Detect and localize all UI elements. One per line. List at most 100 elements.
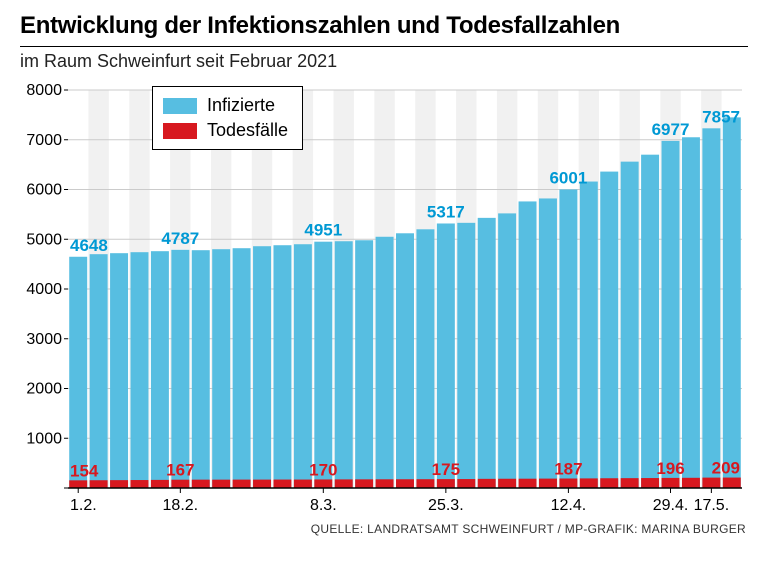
bar-todesfaelle: [723, 478, 741, 488]
bar-todesfaelle: [437, 479, 455, 488]
y-tick-label: 6000: [26, 182, 62, 199]
bar-infizierte: [457, 223, 475, 488]
bar-todesfaelle: [498, 479, 516, 488]
bar-todesfaelle: [702, 478, 720, 488]
bar-infizierte: [69, 257, 87, 488]
value-label-todesfaelle: 196: [656, 459, 684, 478]
bar-todesfaelle: [376, 479, 394, 488]
bar-infizierte: [478, 218, 496, 488]
bar-todesfaelle: [478, 479, 496, 488]
value-label-infizierte: 5317: [427, 202, 465, 221]
x-tick-label: 18.2.: [163, 497, 199, 514]
x-tick-label: 8.3.: [310, 497, 337, 514]
bar-infizierte: [519, 201, 537, 488]
x-tick-label: 25.3.: [428, 497, 464, 514]
credit-line: QUELLE: LANDRATSAMT SCHWEINFURT / MP-GRA…: [20, 522, 748, 536]
bar-todesfaelle: [273, 480, 291, 488]
legend-swatch-infizierte: [163, 98, 197, 114]
bar-todesfaelle: [682, 478, 700, 488]
bar-infizierte: [437, 223, 455, 488]
y-tick-label: 3000: [26, 331, 62, 348]
bar-todesfaelle: [457, 479, 475, 488]
bar-infizierte: [600, 172, 618, 488]
bar-todesfaelle: [253, 480, 271, 488]
value-label-infizierte: 6001: [549, 168, 587, 187]
value-label-todesfaelle: 209: [712, 459, 740, 478]
bar-todesfaelle: [559, 478, 577, 488]
bar-infizierte: [682, 137, 700, 488]
bar-infizierte: [498, 213, 516, 488]
bar-infizierte: [90, 254, 108, 488]
x-tick-label: 17.5.: [694, 497, 730, 514]
bar-todesfaelle: [90, 480, 108, 488]
bar-infizierte: [539, 198, 557, 488]
subtitle: im Raum Schweinfurt seit Februar 2021: [20, 51, 748, 72]
bar-todesfaelle: [314, 479, 332, 488]
bar-todesfaelle: [212, 480, 230, 488]
value-label-todesfaelle: 154: [70, 461, 99, 480]
x-tick-label: 12.4.: [551, 497, 587, 514]
bar-infizierte: [212, 249, 230, 488]
bar-infizierte: [662, 141, 680, 488]
bar-todesfaelle: [69, 480, 87, 488]
value-label-todesfaelle: 187: [554, 459, 582, 478]
bar-infizierte: [559, 189, 577, 488]
bar-todesfaelle: [662, 478, 680, 488]
legend-row-todesfaelle: Todesfälle: [163, 118, 288, 143]
x-tick-label: 29.4.: [653, 497, 689, 514]
bar-todesfaelle: [110, 480, 128, 488]
bar-todesfaelle: [171, 480, 189, 488]
bar-todesfaelle: [151, 480, 169, 488]
page-title: Entwicklung der Infektionszahlen und Tod…: [20, 12, 748, 40]
value-label-infizierte: 4648: [70, 236, 108, 255]
bar-todesfaelle: [416, 479, 434, 488]
bar-todesfaelle: [539, 479, 557, 488]
bar-todesfaelle: [580, 478, 598, 488]
bar-todesfaelle: [600, 478, 618, 488]
value-label-infizierte: 7857: [702, 107, 740, 126]
legend-swatch-todesfaelle: [163, 123, 197, 139]
legend-row-infizierte: Infizierte: [163, 93, 288, 118]
bar-infizierte: [355, 240, 373, 488]
y-tick-label: 4000: [26, 281, 62, 298]
bar-infizierte: [335, 241, 353, 488]
bar-infizierte: [171, 250, 189, 488]
bar-infizierte: [130, 252, 148, 488]
bar-infizierte: [110, 253, 128, 488]
bar-todesfaelle: [355, 479, 373, 488]
bar-infizierte: [641, 155, 659, 488]
value-label-infizierte: 4951: [304, 221, 342, 240]
chart-container: Entwicklung der Infektionszahlen und Tod…: [0, 0, 768, 568]
bar-todesfaelle: [130, 480, 148, 488]
bar-infizierte: [723, 117, 741, 488]
y-tick-label: 5000: [26, 231, 62, 248]
bar-infizierte: [233, 248, 251, 488]
value-label-todesfaelle: 175: [432, 460, 460, 479]
bar-todesfaelle: [396, 479, 414, 488]
bar-infizierte: [253, 246, 271, 488]
bar-infizierte: [294, 244, 312, 488]
bar-infizierte: [416, 229, 434, 488]
y-tick-label: 2000: [26, 381, 62, 398]
value-label-infizierte: 4787: [161, 229, 199, 248]
y-tick-label: 7000: [26, 132, 62, 149]
bar-todesfaelle: [294, 480, 312, 488]
title-rule: [20, 46, 748, 47]
legend-label-infizierte: Infizierte: [207, 93, 275, 118]
bar-todesfaelle: [621, 478, 639, 488]
bar-infizierte: [621, 162, 639, 488]
value-label-todesfaelle: 170: [309, 460, 337, 479]
bar-infizierte: [396, 233, 414, 488]
y-tick-label: 1000: [26, 430, 62, 447]
bar-infizierte: [314, 242, 332, 488]
bar-infizierte: [273, 245, 291, 488]
bar-infizierte: [376, 237, 394, 488]
value-label-infizierte: 6977: [652, 120, 690, 139]
bar-todesfaelle: [519, 479, 537, 488]
bar-todesfaelle: [335, 479, 353, 488]
legend-label-todesfaelle: Todesfälle: [207, 118, 288, 143]
bar-todesfaelle: [192, 480, 210, 488]
bar-infizierte: [702, 128, 720, 488]
chart-svg: 100020003000400050006000700080001.2.18.2…: [20, 80, 748, 518]
bar-todesfaelle: [641, 478, 659, 488]
